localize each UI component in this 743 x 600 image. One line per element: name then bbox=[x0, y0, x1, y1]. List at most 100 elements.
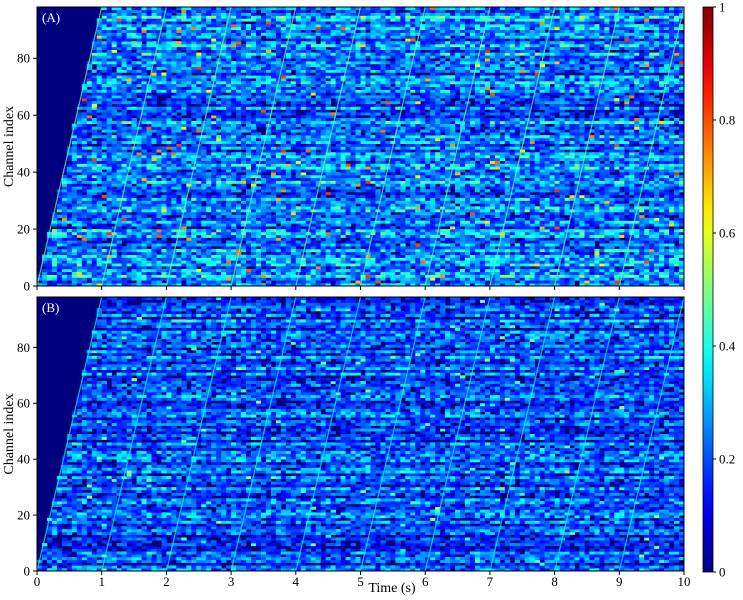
heatmap-cell bbox=[122, 235, 127, 238]
heatmap-cell bbox=[480, 275, 485, 278]
heatmap-cell bbox=[276, 252, 281, 255]
heatmap-cell bbox=[196, 232, 201, 235]
heatmap-cell bbox=[380, 240, 385, 243]
heatmap-cell bbox=[599, 272, 604, 275]
heatmap-cell bbox=[515, 246, 520, 249]
heatmap-cell bbox=[331, 246, 336, 249]
heatmap-cell bbox=[52, 280, 57, 283]
heatmap-cell bbox=[171, 238, 176, 241]
heatmap-cell bbox=[405, 246, 410, 249]
heatmap-cell bbox=[221, 255, 226, 258]
heatmap-cell bbox=[550, 266, 555, 269]
heatmap-cell bbox=[127, 272, 132, 275]
heatmap-cell bbox=[201, 252, 206, 255]
heatmap-cell bbox=[286, 277, 291, 280]
heatmap-cell bbox=[211, 229, 216, 232]
heatmap-cell bbox=[142, 235, 147, 238]
heatmap-cell bbox=[67, 246, 72, 249]
heatmap-cell bbox=[540, 235, 545, 238]
heatmap-cell bbox=[196, 277, 201, 280]
heatmap-cell bbox=[375, 263, 380, 266]
heatmap-cell bbox=[161, 243, 166, 246]
heatmap-cell bbox=[92, 272, 97, 275]
heatmap-cell bbox=[351, 277, 356, 280]
heatmap-cell bbox=[146, 275, 151, 278]
heatmap-cell bbox=[246, 249, 251, 252]
heatmap-cell bbox=[410, 258, 415, 261]
heatmap-cell bbox=[72, 238, 77, 241]
heatmap-cell bbox=[67, 272, 72, 275]
heatmap-cell bbox=[644, 277, 649, 280]
heatmap-cell bbox=[530, 232, 535, 235]
heatmap-cell bbox=[92, 277, 97, 280]
heatmap-cell bbox=[52, 235, 57, 238]
heatmap-cell bbox=[117, 249, 122, 252]
heatmap-cell bbox=[196, 238, 201, 241]
heatmap-cell bbox=[286, 275, 291, 278]
heatmap-cell bbox=[181, 249, 186, 252]
heatmap-cell bbox=[470, 269, 475, 272]
heatmap-cell bbox=[584, 258, 589, 261]
heatmap-cell bbox=[435, 280, 440, 283]
heatmap-cell bbox=[321, 258, 326, 261]
heatmap-cell bbox=[475, 266, 480, 269]
heatmap-cell bbox=[510, 277, 515, 280]
heatmap-cell bbox=[420, 243, 425, 246]
heatmap-cell bbox=[266, 238, 271, 241]
heatmap-cell bbox=[475, 263, 480, 266]
heatmap-cell bbox=[500, 255, 505, 258]
heatmap-cell bbox=[166, 258, 171, 261]
heatmap-cell bbox=[460, 272, 465, 275]
heatmap-cell bbox=[589, 277, 594, 280]
heatmap-cell bbox=[276, 277, 281, 280]
heatmap-cell bbox=[390, 240, 395, 243]
heatmap-cell bbox=[216, 272, 221, 275]
heatmap-cell bbox=[510, 249, 515, 252]
heatmap-cell bbox=[490, 252, 495, 255]
heatmap-cell bbox=[395, 263, 400, 266]
heatmap-cell bbox=[614, 269, 619, 272]
heatmap-cell bbox=[271, 252, 276, 255]
heatmap-cell bbox=[430, 275, 435, 278]
heatmap-cell bbox=[415, 258, 420, 261]
heatmap-cell bbox=[659, 280, 664, 283]
heatmap-cell bbox=[624, 272, 629, 275]
heatmap-cell bbox=[550, 249, 555, 252]
heatmap-cell bbox=[435, 269, 440, 272]
heatmap-cell bbox=[500, 263, 505, 266]
heatmap-cell bbox=[594, 258, 599, 261]
heatmap-cell bbox=[405, 258, 410, 261]
heatmap-cell bbox=[286, 269, 291, 272]
heatmap-cell bbox=[629, 246, 634, 249]
heatmap-cell bbox=[380, 258, 385, 261]
heatmap-cell bbox=[117, 246, 122, 249]
heatmap-cell bbox=[82, 280, 87, 283]
heatmap-cell bbox=[455, 269, 460, 272]
heatmap-cell bbox=[669, 238, 674, 241]
heatmap-cell bbox=[460, 243, 465, 246]
heatmap-cell bbox=[122, 269, 127, 272]
heatmap-cell bbox=[281, 258, 286, 261]
heatmap-cell bbox=[52, 246, 57, 249]
heatmap-cell bbox=[67, 249, 72, 252]
heatmap-cell bbox=[201, 277, 206, 280]
heatmap-cell bbox=[77, 229, 82, 232]
heatmap-cell bbox=[435, 272, 440, 275]
heatmap-cell bbox=[480, 272, 485, 275]
heatmap-cell bbox=[584, 275, 589, 278]
heatmap-cell bbox=[336, 260, 341, 263]
heatmap-cell bbox=[400, 246, 405, 249]
heatmap-cell bbox=[575, 275, 580, 278]
heatmap-cell bbox=[619, 235, 624, 238]
heatmap-cell bbox=[510, 235, 515, 238]
heatmap-cell bbox=[589, 269, 594, 272]
heatmap-cell bbox=[266, 240, 271, 243]
heatmap-cell bbox=[321, 246, 326, 249]
heatmap-cell bbox=[599, 258, 604, 261]
heatmap-cell bbox=[560, 238, 565, 241]
heatmap-cell bbox=[410, 246, 415, 249]
heatmap-cell bbox=[604, 252, 609, 255]
heatmap-cell bbox=[181, 263, 186, 266]
heatmap-cell bbox=[614, 238, 619, 241]
heatmap-cell bbox=[316, 252, 321, 255]
